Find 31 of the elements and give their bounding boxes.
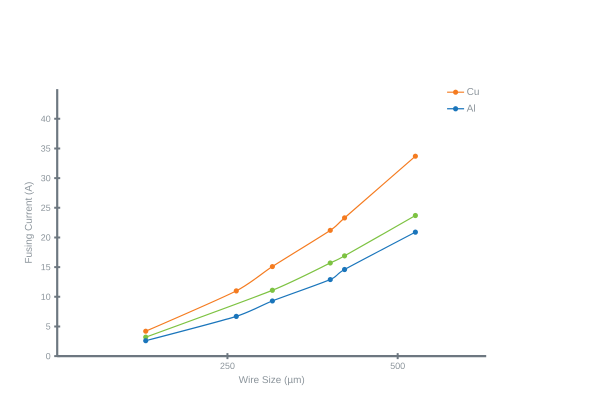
point [270,288,275,293]
point [234,288,239,294]
legend-label: Al [466,104,475,112]
point [342,266,348,272]
x-tick-label: 250 [220,362,235,369]
y-tick-label: 5 [46,323,50,330]
point [342,215,348,220]
point [270,298,275,304]
y-tick-label: 0 [46,352,50,360]
y-tick-label: 25 [41,204,50,211]
point [412,212,418,218]
point [412,230,418,235]
y-tick-label: 30 [41,174,50,182]
y-tick-label: 15 [41,264,50,270]
point [328,260,333,266]
y-tick-label: 20 [41,234,50,241]
legend-label: Cu [467,88,479,96]
point [270,264,275,270]
y-tick-label: 35 [41,145,50,152]
y-tick-label: 10 [41,294,50,300]
point [234,314,239,319]
point [342,253,348,258]
x-axis-title: Wire Size (µm) [238,376,304,386]
point [328,228,333,233]
y-axis-title: Fusing Current (A) [24,182,34,263]
point [412,154,418,159]
point [143,338,148,344]
y-tick-label: 40 [40,116,50,122]
x-tick-label: 500 [390,362,405,369]
point [143,328,148,334]
point [328,276,333,282]
